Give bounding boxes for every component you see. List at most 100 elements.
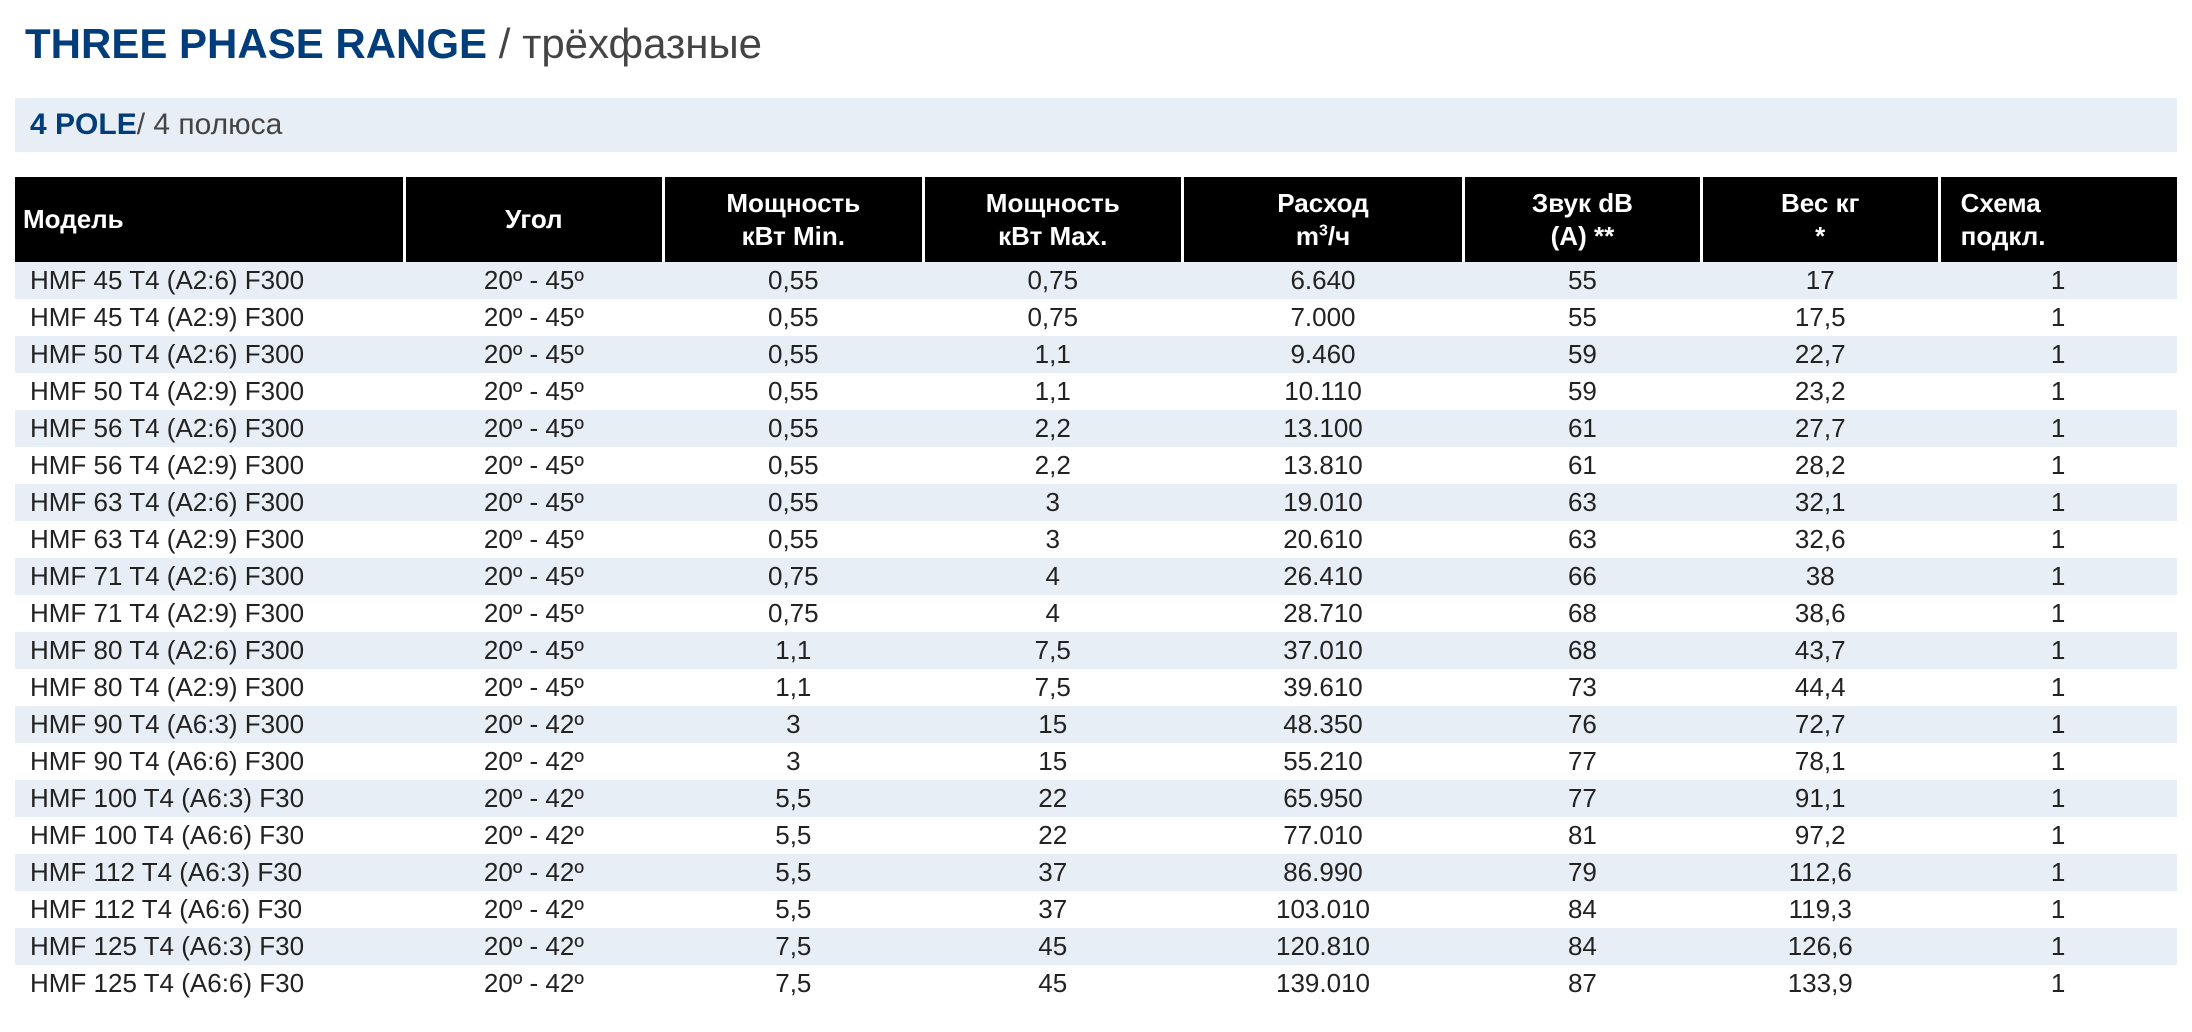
cell-flow: 28.710: [1182, 595, 1463, 632]
cell-weight: 32,1: [1701, 484, 1939, 521]
table-row: HMF 45 T4 (A2:6) F30020º - 45º0,550,756.…: [15, 262, 2177, 299]
cell-noise: 59: [1464, 373, 1702, 410]
cell-model: HMF 50 T4 (A2:9) F300: [15, 373, 404, 410]
cell-noise: 73: [1464, 669, 1702, 706]
spec-table: МодельУголМощностькВт Min.МощностькВт Ma…: [15, 177, 2177, 1002]
cell-scheme: 1: [1939, 262, 2177, 299]
cell-flow: 20.610: [1182, 521, 1463, 558]
cell-kw_min: 3: [664, 743, 923, 780]
cell-noise: 55: [1464, 262, 1702, 299]
cell-scheme: 1: [1939, 632, 2177, 669]
cell-kw_min: 0,55: [664, 299, 923, 336]
cell-kw_max: 3: [923, 484, 1182, 521]
cell-noise: 84: [1464, 928, 1702, 965]
cell-kw_min: 0,55: [664, 262, 923, 299]
cell-kw_min: 0,55: [664, 410, 923, 447]
cell-model: HMF 71 T4 (A2:6) F300: [15, 558, 404, 595]
cell-model: HMF 100 T4 (A6:6) F30: [15, 817, 404, 854]
cell-model: HMF 125 T4 (A6:6) F30: [15, 965, 404, 1002]
cell-kw_max: 1,1: [923, 336, 1182, 373]
table-row: HMF 112 T4 (A6:6) F3020º - 42º5,537103.0…: [15, 891, 2177, 928]
cell-scheme: 1: [1939, 854, 2177, 891]
cell-angle: 20º - 45º: [404, 410, 663, 447]
cell-flow: 6.640: [1182, 262, 1463, 299]
cell-kw_min: 0,55: [664, 373, 923, 410]
cell-kw_max: 4: [923, 595, 1182, 632]
cell-angle: 20º - 45º: [404, 262, 663, 299]
cell-kw_max: 45: [923, 965, 1182, 1002]
cell-angle: 20º - 45º: [404, 595, 663, 632]
col-header-weight: Вес кг*: [1701, 177, 1939, 262]
cell-scheme: 1: [1939, 521, 2177, 558]
cell-angle: 20º - 42º: [404, 965, 663, 1002]
cell-angle: 20º - 45º: [404, 336, 663, 373]
cell-model: HMF 63 T4 (A2:6) F300: [15, 484, 404, 521]
table-row: HMF 71 T4 (A2:9) F30020º - 45º0,75428.71…: [15, 595, 2177, 632]
col-header-noise: Звук dB(A) **: [1464, 177, 1702, 262]
cell-weight: 32,6: [1701, 521, 1939, 558]
cell-kw_min: 5,5: [664, 780, 923, 817]
cell-kw_max: 15: [923, 743, 1182, 780]
cell-noise: 76: [1464, 706, 1702, 743]
cell-weight: 43,7: [1701, 632, 1939, 669]
cell-weight: 44,4: [1701, 669, 1939, 706]
cell-model: HMF 45 T4 (A2:9) F300: [15, 299, 404, 336]
cell-kw_min: 7,5: [664, 965, 923, 1002]
cell-kw_min: 5,5: [664, 854, 923, 891]
cell-kw_min: 0,55: [664, 336, 923, 373]
cell-angle: 20º - 42º: [404, 928, 663, 965]
table-row: HMF 50 T4 (A2:6) F30020º - 45º0,551,19.4…: [15, 336, 2177, 373]
table-row: HMF 50 T4 (A2:9) F30020º - 45º0,551,110.…: [15, 373, 2177, 410]
cell-model: HMF 112 T4 (A6:6) F30: [15, 891, 404, 928]
cell-angle: 20º - 42º: [404, 780, 663, 817]
cell-flow: 26.410: [1182, 558, 1463, 595]
page-title-sep: /: [487, 20, 522, 67]
cell-kw_max: 37: [923, 891, 1182, 928]
cell-model: HMF 56 T4 (A2:9) F300: [15, 447, 404, 484]
cell-flow: 9.460: [1182, 336, 1463, 373]
cell-noise: 79: [1464, 854, 1702, 891]
page-title-bold: THREE PHASE RANGE: [25, 20, 487, 67]
cell-kw_min: 0,55: [664, 521, 923, 558]
cell-kw_max: 7,5: [923, 632, 1182, 669]
cell-scheme: 1: [1939, 817, 2177, 854]
cell-noise: 61: [1464, 410, 1702, 447]
cell-angle: 20º - 42º: [404, 891, 663, 928]
col-header-flow: Расходm3/ч: [1182, 177, 1463, 262]
cell-model: HMF 45 T4 (A2:6) F300: [15, 262, 404, 299]
cell-kw_max: 2,2: [923, 410, 1182, 447]
cell-scheme: 1: [1939, 706, 2177, 743]
cell-flow: 39.610: [1182, 669, 1463, 706]
table-row: HMF 56 T4 (A2:9) F30020º - 45º0,552,213.…: [15, 447, 2177, 484]
cell-kw_max: 37: [923, 854, 1182, 891]
cell-noise: 68: [1464, 595, 1702, 632]
cell-flow: 48.350: [1182, 706, 1463, 743]
cell-model: HMF 112 T4 (A6:3) F30: [15, 854, 404, 891]
subtitle-light: 4 полюса: [153, 108, 282, 141]
col-header-kw_min: МощностькВт Min.: [664, 177, 923, 262]
cell-scheme: 1: [1939, 743, 2177, 780]
cell-kw_max: 2,2: [923, 447, 1182, 484]
cell-scheme: 1: [1939, 669, 2177, 706]
cell-kw_max: 7,5: [923, 669, 1182, 706]
cell-weight: 38: [1701, 558, 1939, 595]
cell-noise: 55: [1464, 299, 1702, 336]
cell-kw_max: 4: [923, 558, 1182, 595]
table-row: HMF 71 T4 (A2:6) F30020º - 45º0,75426.41…: [15, 558, 2177, 595]
cell-scheme: 1: [1939, 410, 2177, 447]
col-header-angle: Угол: [404, 177, 663, 262]
subtitle-bold: 4 POLE: [30, 108, 137, 141]
cell-flow: 120.810: [1182, 928, 1463, 965]
cell-weight: 28,2: [1701, 447, 1939, 484]
cell-angle: 20º - 45º: [404, 484, 663, 521]
cell-kw_max: 45: [923, 928, 1182, 965]
table-row: HMF 125 T4 (A6:6) F3020º - 42º7,545139.0…: [15, 965, 2177, 1002]
cell-flow: 37.010: [1182, 632, 1463, 669]
cell-scheme: 1: [1939, 891, 2177, 928]
page-title-light: трёхфазные: [522, 20, 762, 67]
cell-kw_max: 22: [923, 817, 1182, 854]
cell-kw_min: 7,5: [664, 928, 923, 965]
cell-flow: 13.100: [1182, 410, 1463, 447]
cell-angle: 20º - 42º: [404, 817, 663, 854]
cell-scheme: 1: [1939, 447, 2177, 484]
